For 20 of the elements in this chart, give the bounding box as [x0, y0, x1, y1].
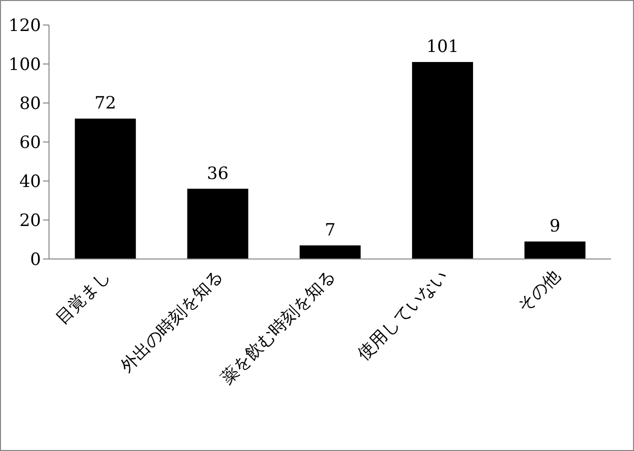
y-tick-label: 20 — [19, 211, 41, 232]
data-label: 7 — [324, 220, 336, 240]
bar — [74, 118, 136, 259]
x-tick-label: 使用していない — [354, 266, 452, 365]
data-label: 72 — [94, 94, 116, 114]
x-tick-label: その他 — [514, 266, 564, 317]
bar — [187, 188, 248, 259]
y-tick-label: 0 — [30, 250, 41, 270]
data-label: 101 — [426, 37, 459, 58]
y-tick-label: 60 — [19, 133, 41, 154]
bar — [300, 245, 361, 259]
x-tick-label: 目覚まし — [52, 266, 115, 329]
bar — [524, 241, 586, 259]
data-label: 9 — [550, 216, 560, 236]
y-tick-label: 40 — [19, 172, 41, 192]
bar — [412, 62, 474, 259]
y-tick-label: 120 — [8, 16, 41, 36]
y-tick-label: 100 — [8, 55, 41, 76]
data-label: 36 — [206, 164, 229, 184]
y-tick-label: 80 — [19, 94, 41, 114]
